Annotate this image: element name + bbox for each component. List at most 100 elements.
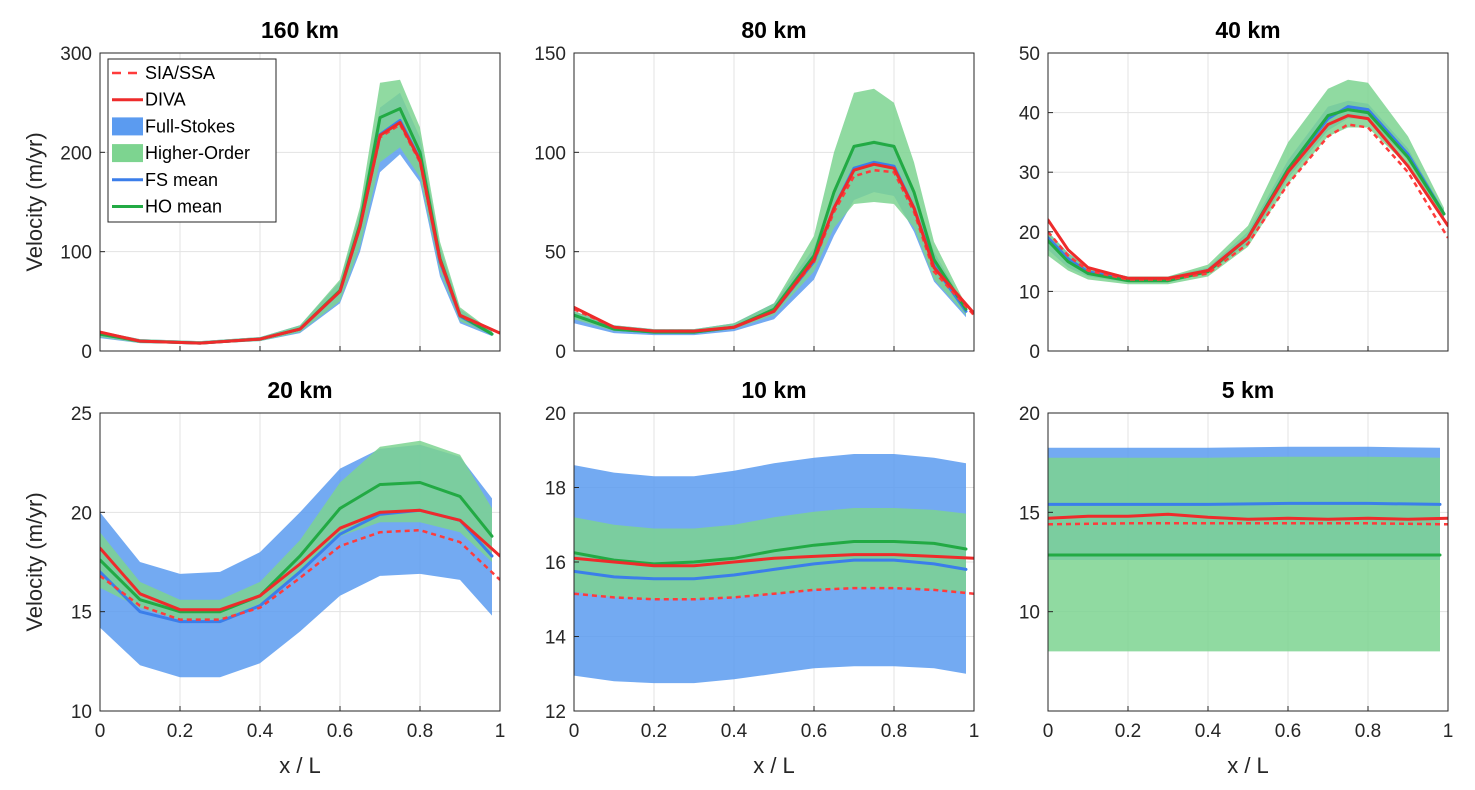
x-tick-label: 0 — [1043, 721, 1054, 742]
x-axis-label: x / L — [1227, 753, 1269, 778]
y-tick-label: 300 — [60, 44, 92, 65]
plot-area — [1048, 53, 1448, 351]
line-diva — [100, 508, 500, 612]
x-tick-label: 0.8 — [407, 721, 433, 742]
y-tick-label: 0 — [555, 342, 566, 363]
panel-5-km: 10 15 20 0 0.2 0.4 0.6 0.8 1 5 km x / L — [1019, 377, 1453, 778]
x-tick-label: 0 — [569, 721, 580, 742]
panel-title: 5 km — [1222, 377, 1274, 403]
series-layer — [1048, 446, 1448, 652]
y-axis-label: Velocity (m/yr) — [22, 132, 47, 271]
series-layer — [574, 454, 974, 684]
x-tick-label: 0.6 — [327, 721, 353, 742]
x-tick-label: 0.2 — [641, 721, 667, 742]
axes-box — [1047, 412, 1449, 712]
legend-entry: DIVA — [145, 90, 186, 110]
axes-box — [99, 412, 501, 712]
x-tick-label: 0.4 — [1195, 721, 1222, 742]
line-diva — [1048, 114, 1448, 280]
legend-entry: Higher-Order — [145, 143, 250, 163]
x-tick-label: 0.4 — [247, 721, 274, 742]
y-tick-label: 20 — [1019, 223, 1040, 244]
series-layer — [100, 440, 500, 678]
panel-160-km: 0 100 200 300 160 km Velocity (m/yr) SIA/SSA DI… — [22, 17, 501, 363]
y-tick-label: 150 — [534, 44, 566, 65]
legend-entry: SIA/SSA — [145, 63, 215, 83]
y-tick-label: 18 — [545, 479, 566, 500]
y-tick-label: 0 — [81, 342, 92, 363]
legend-swatch-higher-order — [112, 144, 143, 163]
panel-10-km: 12 14 16 18 20 0 0.2 0.4 0.6 0.8 1 10 km x / L — [545, 377, 979, 778]
y-tick-label: 10 — [1019, 282, 1040, 303]
x-tick-label: 0.8 — [881, 721, 907, 742]
y-axis-label: Velocity (m/yr) — [22, 492, 47, 631]
axes-box — [99, 52, 501, 352]
legend-swatch-full-stokes — [112, 117, 143, 136]
line-fs-mean — [574, 558, 968, 581]
band-full-stokes — [100, 92, 492, 344]
y-tick-label: 100 — [534, 143, 566, 164]
line-sia-ssa — [100, 528, 500, 621]
legend-entry: HO mean — [145, 197, 222, 217]
legend-entry: Full-Stokes — [145, 116, 235, 136]
x-tick-label: 1 — [495, 721, 506, 742]
y-tick-label: 50 — [545, 243, 566, 264]
y-tick-label: 15 — [71, 603, 92, 624]
x-axis-label: x / L — [753, 753, 795, 778]
x-tick-label: 0.8 — [1355, 721, 1381, 742]
y-tick-label: 20 — [1019, 404, 1040, 425]
x-tick-label: 0.4 — [721, 721, 748, 742]
y-tick-label: 25 — [71, 404, 92, 425]
line-fs-mean — [1048, 501, 1442, 506]
axes-box — [573, 52, 975, 352]
panel-title: 160 km — [261, 17, 339, 43]
x-tick-label: 0.2 — [1115, 721, 1141, 742]
panel-80-km: 0 50 100 150 80 km — [534, 17, 975, 363]
line-sia-ssa — [1048, 522, 1448, 526]
panel-title: 20 km — [267, 377, 332, 403]
x-tick-label: 0.2 — [167, 721, 193, 742]
y-tick-label: 12 — [545, 702, 566, 723]
legend: SIA/SSA DIVA Full-Stokes Higher-Order FS mea… — [107, 58, 277, 223]
legend-box — [107, 58, 277, 223]
x-tick-label: 0 — [95, 721, 106, 742]
y-tick-label: 40 — [1019, 104, 1040, 125]
line-diva — [100, 121, 500, 345]
panel-40-km: 0 10 20 30 40 50 40 km — [1019, 17, 1449, 363]
x-tick-label: 1 — [1443, 721, 1454, 742]
x-tick-label: 0.6 — [801, 721, 827, 742]
line-diva — [1048, 512, 1448, 521]
y-tick-label: 10 — [1019, 603, 1040, 624]
y-tick-label: 100 — [60, 243, 92, 264]
y-tick-label: 20 — [545, 404, 566, 425]
band-higher-order — [574, 508, 966, 600]
line-sia-ssa — [1048, 123, 1448, 281]
line-ho-mean — [574, 540, 968, 566]
band-higher-order — [574, 88, 966, 334]
y-tick-label: 30 — [1019, 163, 1040, 184]
x-tick-label: 0.6 — [1275, 721, 1301, 742]
line-sia-ssa — [574, 586, 974, 601]
y-tick-label: 16 — [545, 553, 566, 574]
series-layer — [100, 79, 500, 345]
y-tick-label: 15 — [1019, 503, 1040, 524]
x-tick-label: 1 — [969, 721, 980, 742]
y-tick-label: 20 — [71, 503, 92, 524]
y-tick-label: 10 — [71, 702, 92, 723]
band-higher-order — [1048, 79, 1444, 285]
y-tick-label: 0 — [1029, 342, 1040, 363]
panel-title: 80 km — [741, 17, 806, 43]
band-higher-order — [100, 440, 492, 620]
y-tick-label: 14 — [545, 628, 567, 649]
line-ho-mean — [100, 481, 494, 614]
panel-title: 40 km — [1215, 17, 1280, 43]
line-diva — [574, 553, 974, 568]
band-higher-order — [100, 79, 492, 345]
series-layer — [1048, 79, 1448, 285]
y-tick-label: 50 — [1019, 44, 1040, 65]
x-axis-label: x / L — [279, 753, 321, 778]
series-layer — [574, 88, 974, 336]
panel-title: 10 km — [741, 377, 806, 403]
panel-20-km: 10 15 20 25 0 0.2 0.4 0.6 0.8 1 20 km x / L Velocity… — [22, 377, 505, 778]
